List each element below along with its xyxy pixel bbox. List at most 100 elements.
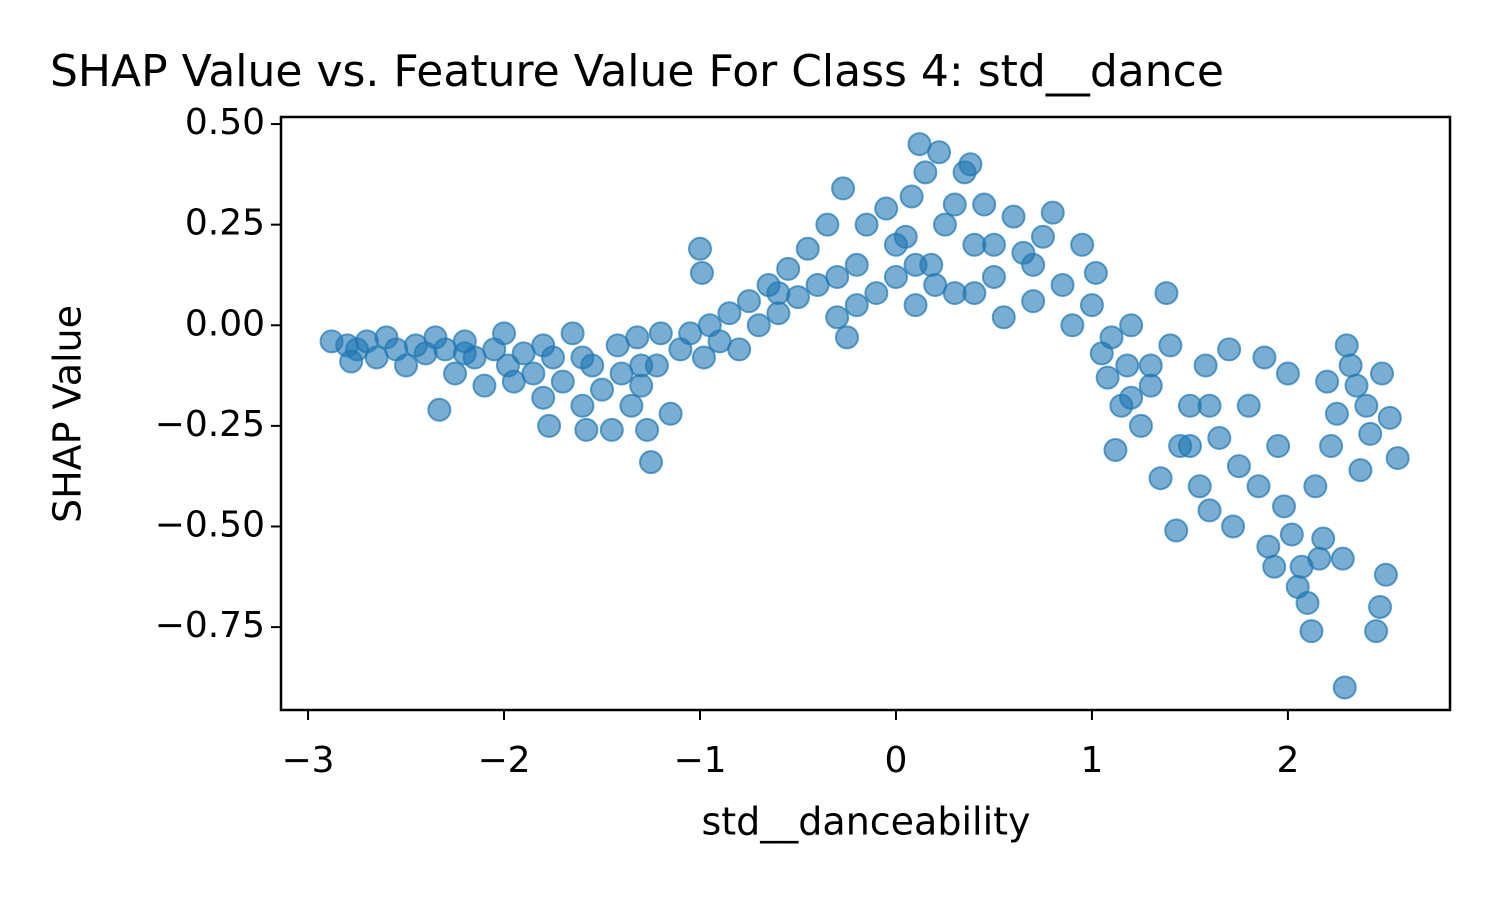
x-tick-label: −3	[282, 740, 335, 781]
scatter-point	[537, 413, 562, 438]
scatter-point	[1001, 204, 1026, 229]
scatter-point	[629, 353, 654, 378]
scatter-point	[531, 333, 556, 358]
scatter-point	[766, 301, 791, 326]
scatter-point	[531, 385, 556, 410]
scatter-point	[1138, 353, 1163, 378]
scatter-point	[1070, 232, 1095, 257]
scatter-point	[815, 212, 840, 237]
plot-frame	[279, 115, 1452, 712]
scatter-point	[1128, 413, 1153, 438]
scatter-point	[785, 285, 810, 310]
scatter-point	[648, 321, 673, 346]
scatter-point	[590, 377, 615, 402]
scatter-point	[1138, 373, 1163, 398]
scatter-point	[1262, 554, 1287, 579]
scatter-point	[825, 264, 850, 289]
scatter-point	[1115, 353, 1140, 378]
scatter-point	[923, 273, 948, 298]
scatter-point	[903, 252, 928, 277]
x-tick-label: 0	[885, 740, 908, 781]
scatter-point	[1373, 562, 1398, 587]
scatter-point	[1272, 494, 1297, 519]
scatter-point	[1311, 526, 1336, 551]
scatter-point	[1358, 421, 1383, 446]
scatter-point	[962, 281, 987, 306]
x-tick-label: −2	[477, 740, 530, 781]
scatter-point	[1148, 466, 1173, 491]
y-tick-label: −0.25	[155, 404, 265, 445]
scatter-point	[1050, 273, 1075, 298]
scatter-point	[825, 305, 850, 330]
scatter-point	[550, 369, 575, 394]
scatter-point	[1083, 260, 1108, 285]
scatter-point	[1226, 454, 1251, 479]
scatter-point	[1334, 333, 1359, 358]
scatter-point	[492, 321, 517, 346]
scatter-point	[1095, 365, 1120, 390]
scatter-point	[1187, 474, 1212, 499]
scatter-point	[1193, 353, 1218, 378]
scatter-point	[831, 176, 856, 201]
scatter-point	[1060, 313, 1085, 338]
scatter-point	[691, 345, 716, 370]
y-tick-label: 0.50	[185, 102, 265, 143]
y-axis-label: SHAP Value	[46, 305, 90, 523]
scatter-point	[625, 325, 650, 350]
scatter-point	[1021, 289, 1046, 314]
x-tick-label: −1	[673, 740, 726, 781]
scatter-point	[1236, 393, 1261, 418]
chart-title: SHAP Value vs. Feature Value For Class 4…	[50, 46, 1224, 97]
scatter-point	[521, 361, 546, 386]
scatter-point	[1221, 514, 1246, 539]
scatter-point	[727, 337, 752, 362]
scatter-point	[1164, 518, 1189, 543]
scatter-point	[629, 373, 654, 398]
scatter-point	[394, 353, 419, 378]
scatter-point	[1158, 333, 1183, 358]
scatter-point	[1315, 369, 1340, 394]
scatter-point	[570, 393, 595, 418]
scatter-point	[1252, 345, 1277, 370]
scatter-point	[981, 264, 1006, 289]
scatter-point	[1207, 425, 1232, 450]
scatter-point	[717, 301, 742, 326]
scatter-point	[635, 417, 660, 442]
scatter-point	[1246, 474, 1271, 499]
scatter-point	[452, 341, 477, 366]
scatter-point	[1338, 353, 1363, 378]
scatter-point	[1368, 594, 1393, 619]
scatter-point	[942, 192, 967, 217]
scatter-point	[844, 293, 869, 318]
scatter-point	[658, 401, 683, 426]
y-tick-label: 0.25	[185, 203, 265, 244]
scatter-point	[1275, 361, 1300, 386]
scatter-point	[874, 196, 899, 221]
scatter-point	[472, 373, 497, 398]
scatter-point	[1369, 361, 1394, 386]
scatter-point	[1256, 534, 1281, 559]
scatter-point	[736, 289, 761, 314]
scatter-point	[427, 397, 452, 422]
scatter-point	[899, 184, 924, 209]
scatter-point	[1307, 546, 1332, 571]
x-tick-label: 1	[1080, 740, 1103, 781]
scatter-point	[1119, 385, 1144, 410]
x-tick-label: 2	[1276, 740, 1299, 781]
scatter-point	[560, 321, 585, 346]
scatter-point	[687, 236, 712, 261]
scatter-point	[1348, 458, 1373, 483]
scatter-point	[1154, 281, 1179, 306]
scatter-point	[746, 313, 771, 338]
scatter-point	[927, 140, 952, 165]
scatter-point	[1303, 474, 1328, 499]
scatter-point	[1119, 313, 1144, 338]
scatter-point	[1099, 325, 1124, 350]
y-tick-label: −0.75	[155, 605, 265, 646]
scatter-point	[1377, 405, 1402, 430]
scatter-point	[1295, 590, 1320, 615]
y-tick-label: −0.50	[155, 504, 265, 545]
scatter-point	[795, 236, 820, 261]
scatter-point	[443, 361, 468, 386]
